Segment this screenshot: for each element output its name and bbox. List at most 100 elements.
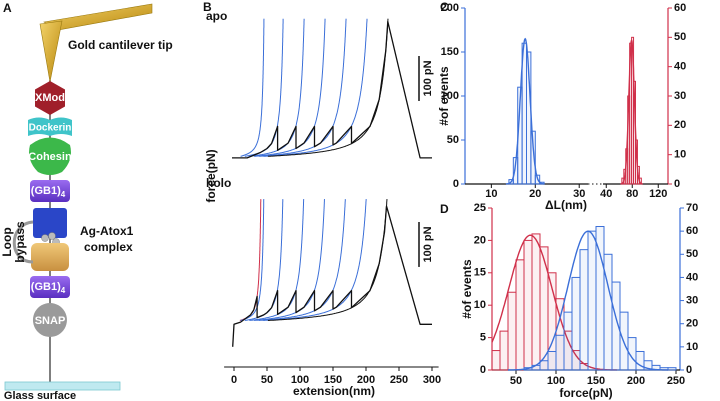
histogram-bar — [531, 233, 541, 371]
x-tick-label: 200 — [357, 374, 375, 386]
gaussian-fit — [507, 230, 669, 371]
x-tick-label: 30 — [573, 188, 585, 200]
y-axis-label: force(pN) — [204, 149, 218, 202]
panel-label: A — [3, 1, 12, 15]
histogram-bar — [547, 350, 557, 371]
histogram-bar — [667, 367, 677, 371]
y-tick-label: 10 — [474, 299, 486, 311]
atox1-shape — [33, 208, 67, 238]
wlc-fit — [263, 18, 368, 157]
tip-label: Gold cantilever tip — [68, 38, 173, 52]
histogram-bar — [579, 249, 589, 371]
wlc-fit — [249, 18, 305, 157]
gb1-label: (GB1)4 — [31, 281, 66, 295]
x-tick-label: 80 — [626, 188, 638, 200]
histogram-bar — [507, 291, 517, 371]
x-tick-label: 150 — [587, 375, 605, 387]
histogram-bar — [563, 311, 573, 371]
y2-tick-label: 40 — [686, 271, 698, 283]
x-tick-label: 250 — [667, 375, 685, 387]
histogram-bar — [595, 226, 605, 371]
x-tick-label: 250 — [390, 374, 408, 386]
y-axis-label: #of events — [460, 259, 474, 319]
y2-tick-label: 10 — [686, 341, 698, 353]
y-tick-label: 15 — [474, 267, 486, 279]
histogram-bar — [539, 360, 549, 371]
histogram-bar — [587, 230, 597, 371]
y2-tick-label: 50 — [674, 31, 686, 43]
surface-label: Glass surface — [4, 390, 76, 401]
y2-tick-label: 20 — [674, 119, 686, 131]
y2-tick-label: 40 — [674, 61, 686, 73]
x-axis-label: force(pN) — [559, 386, 612, 400]
loop — [12, 220, 34, 264]
cantilever-tip — [39, 20, 63, 83]
y2-tick-label: 10 — [674, 149, 686, 161]
snap-shape — [32, 303, 67, 337]
gaussian-fit — [505, 37, 545, 185]
x-axis-label: extension(nm) — [293, 384, 375, 398]
x-tick-label: 50 — [510, 375, 522, 387]
panel-label: C — [440, 0, 449, 14]
gb1-text: (GB1) — [31, 281, 61, 293]
wlc-fit — [254, 18, 326, 157]
histogram-bar — [530, 130, 536, 185]
wlc-fit — [240, 18, 265, 157]
y-tick-label: 0 — [453, 178, 459, 190]
partner-shape — [31, 243, 69, 271]
force-trace — [232, 205, 432, 347]
panel-label: D — [440, 202, 449, 216]
y2-tick-label: 0 — [674, 178, 680, 190]
force-trace — [232, 20, 432, 159]
y2-tick-label: 60 — [686, 225, 698, 237]
x-tick-label: 100 — [291, 374, 309, 386]
ion — [48, 232, 56, 240]
schematic: A Gold cantilever tip XMod Dockerin Cohe… — [0, 1, 173, 401]
wlc-fit — [258, 18, 347, 157]
y-tick-label: 200 — [441, 2, 459, 14]
dockerin-label: Dockerin — [29, 123, 72, 134]
y-tick-label: 20 — [474, 234, 486, 246]
gb1-label: (GB1)4 — [31, 185, 66, 199]
y2-tick-label: 70 — [686, 202, 698, 214]
glass — [4, 381, 121, 391]
histogram-bar — [499, 330, 509, 371]
gb1-shape — [30, 276, 70, 298]
gb1-subscript: 4 — [61, 190, 66, 199]
histogram-bar — [555, 334, 565, 371]
complex-label: Ag-Atox1 — [80, 224, 134, 238]
histogram-bar — [571, 276, 581, 371]
y-tick-label: 25 — [474, 202, 486, 214]
wlc-fit — [254, 199, 325, 321]
x-tick-label: 20 — [529, 188, 541, 200]
x-tick-label: 150 — [324, 374, 342, 386]
y-tick-label: 0 — [480, 364, 486, 376]
y-tick-label: 5 — [480, 332, 486, 344]
wlc-fit — [267, 199, 388, 321]
complex-label: complex — [84, 240, 133, 254]
histogram-bar — [539, 246, 549, 371]
wlc-fit — [258, 199, 346, 321]
y2-tick-label: 20 — [686, 318, 698, 330]
loop-label: bypass — [13, 221, 27, 263]
x-axis-label: ΔL(nm) — [545, 198, 587, 212]
histogram-bar — [491, 350, 501, 371]
y-axis-label: #of events — [437, 66, 451, 126]
x-tick-label: 0 — [231, 374, 237, 386]
y2-tick-label: 0 — [686, 364, 692, 376]
y-tick-label: 150 — [441, 46, 459, 58]
loop-label: Loop — [0, 227, 14, 256]
y2-tick-label: 30 — [674, 90, 686, 102]
xmod-shape — [35, 81, 65, 115]
gaussian-fit — [620, 39, 644, 185]
x-tick-label: 200 — [627, 375, 645, 387]
gb1-subscript: 4 — [61, 286, 66, 295]
gb1-shape — [30, 180, 70, 202]
chart-title: apo — [206, 9, 227, 23]
y2-tick-label: 60 — [674, 2, 686, 14]
scale-bar-label: 100 pN — [422, 60, 434, 96]
dockerin-shape — [28, 117, 72, 136]
panel-label: B — [203, 0, 212, 14]
cohesin-label: Cohesin — [28, 151, 72, 163]
